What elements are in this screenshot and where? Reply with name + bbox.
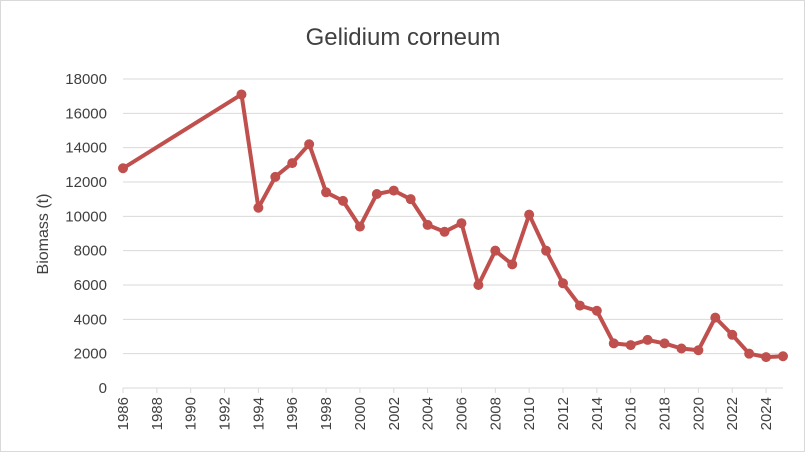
data-point-2007 bbox=[473, 280, 484, 290]
data-point-2015 bbox=[608, 338, 619, 349]
data-point-2003 bbox=[405, 194, 416, 205]
data-point-2011 bbox=[541, 245, 552, 256]
data-point-2000 bbox=[354, 221, 365, 232]
data-point-2014 bbox=[591, 305, 602, 316]
data-point-2010 bbox=[524, 209, 535, 220]
series-biomass bbox=[118, 89, 788, 363]
data-point-2017 bbox=[642, 334, 653, 345]
data-point-2024 bbox=[761, 352, 772, 363]
data-point-2018 bbox=[659, 338, 670, 349]
x-tick-label: 2012 bbox=[555, 397, 572, 430]
x-tick-label: 1992 bbox=[217, 397, 234, 430]
x-tick-label: 2002 bbox=[386, 397, 403, 430]
x-tick-label: 2010 bbox=[521, 397, 538, 430]
x-tick-label: 2014 bbox=[589, 397, 606, 430]
x-tick-label: 2006 bbox=[453, 397, 470, 430]
data-point-2016 bbox=[625, 340, 636, 351]
x-tick-label: 2018 bbox=[657, 397, 674, 430]
x-tick-label: 2024 bbox=[758, 397, 775, 430]
x-tick-label: 2016 bbox=[623, 397, 640, 430]
y-tick-label: 12000 bbox=[65, 174, 107, 191]
y-axis-label: Biomass (t) bbox=[35, 194, 52, 275]
data-point-2019 bbox=[676, 343, 687, 354]
data-point-1998 bbox=[321, 187, 332, 198]
data-point-2008 bbox=[490, 245, 501, 256]
data-point-2006 bbox=[456, 218, 467, 229]
data-point-1986 bbox=[118, 163, 128, 174]
x-tick-label: 2000 bbox=[352, 397, 369, 430]
y-tick-label: 4000 bbox=[74, 311, 107, 328]
chart-title: Gelidium corneum bbox=[306, 24, 501, 51]
x-tick-label: 2008 bbox=[487, 397, 504, 430]
y-tick-label: 14000 bbox=[65, 140, 107, 157]
x-tick-label: 1990 bbox=[183, 397, 200, 430]
x-tick-label: 2022 bbox=[724, 397, 741, 430]
data-point-2020 bbox=[693, 345, 704, 356]
x-tick-label: 1988 bbox=[149, 397, 166, 430]
x-tick-label: 1996 bbox=[284, 397, 301, 430]
data-point-1996 bbox=[287, 158, 298, 169]
data-point-2022 bbox=[727, 329, 738, 340]
y-tick-label: 8000 bbox=[74, 243, 107, 260]
data-point-1999 bbox=[338, 195, 348, 206]
data-point-2023 bbox=[744, 348, 755, 359]
data-point-2004 bbox=[422, 219, 433, 230]
data-point-2013 bbox=[574, 300, 585, 311]
gridlines bbox=[123, 78, 783, 389]
y-tick-label: 16000 bbox=[65, 105, 107, 122]
y-tick-label: 10000 bbox=[65, 208, 107, 225]
data-point-2009 bbox=[507, 259, 518, 270]
data-point-2001 bbox=[371, 189, 382, 200]
y-tick-label: 2000 bbox=[74, 346, 107, 363]
x-tick-label: 2020 bbox=[690, 397, 707, 430]
data-point-1993 bbox=[236, 89, 247, 100]
data-point-2012 bbox=[558, 278, 568, 289]
data-point-2025 bbox=[778, 351, 788, 362]
x-tick-label: 1998 bbox=[318, 397, 335, 430]
y-tick-label: 6000 bbox=[74, 277, 107, 294]
x-tick-labels: 1986 1988 1990 1992 1994 1996 1998 2000 2002 2004… bbox=[115, 388, 775, 430]
x-tick-label: 2004 bbox=[420, 397, 437, 430]
x-tick-label: 1986 bbox=[115, 397, 132, 430]
data-point-2021 bbox=[710, 312, 721, 323]
data-point-1997 bbox=[304, 139, 315, 150]
data-point-1995 bbox=[270, 171, 281, 182]
y-tick-label: 18000 bbox=[65, 71, 107, 88]
series-line bbox=[121, 92, 785, 360]
x-tick-label: 1994 bbox=[250, 397, 267, 430]
y-tick-label: 0 bbox=[99, 380, 107, 397]
y-tick-labels: 0 2000 4000 6000 8000 10000 12000 14000 16000 180… bbox=[65, 71, 107, 397]
data-point-1994 bbox=[253, 202, 264, 213]
data-point-2002 bbox=[388, 185, 399, 196]
data-point-2005 bbox=[439, 226, 450, 237]
